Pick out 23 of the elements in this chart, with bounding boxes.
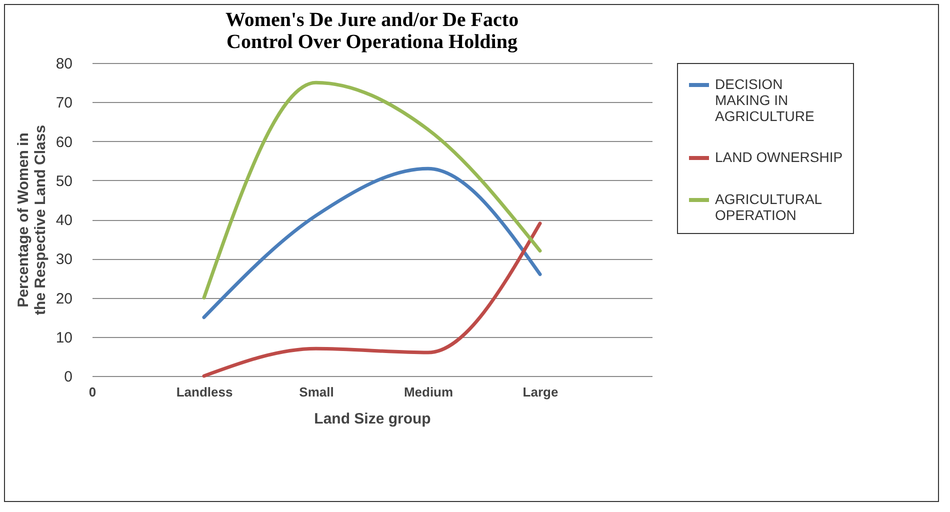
y-tick-label: 70: [56, 94, 72, 112]
line-series: [202, 166, 542, 320]
x-tick-label: Large: [522, 384, 558, 400]
x-tick-label: Medium: [404, 384, 454, 400]
y-tick-label: 40: [56, 212, 72, 229]
legend-label: AGRICULTURAL OPERATION: [715, 191, 822, 223]
x-tick-label: Small: [299, 384, 334, 400]
legend-label: LAND OWNERSHIP: [715, 149, 843, 165]
y-tick-label: 0: [64, 368, 72, 386]
x-tick-label: 0: [88, 384, 96, 400]
chart-title: Women's De Jure and/or De Facto Control Over Operationa Holding: [225, 9, 519, 53]
y-tick-label: 30: [56, 251, 72, 268]
y-tick-label: 80: [56, 56, 72, 72]
line-series: [202, 222, 542, 378]
y-tick-label: 20: [56, 290, 72, 308]
y-tick-label: 60: [56, 134, 72, 151]
y-axis-title: Percentage of Women in the Respective Land Class: [14, 124, 49, 316]
x-axis-title: Land Size group: [314, 410, 431, 428]
y-tick-label: 50: [56, 172, 72, 190]
x-tick-label: Landless: [176, 384, 233, 400]
line-series: [202, 80, 542, 300]
y-tick-label: 10: [56, 329, 72, 346]
legend-label: DECISION MAKING IN AGRICULTURE: [715, 76, 814, 124]
